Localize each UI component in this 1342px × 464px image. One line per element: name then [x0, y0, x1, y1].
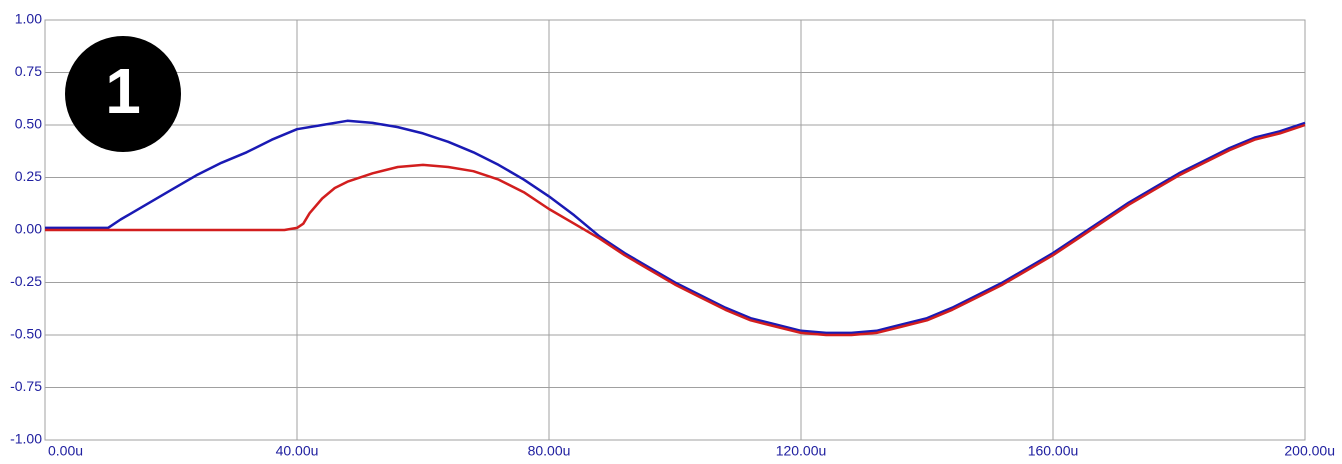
y-tick-label: 0.50	[15, 116, 42, 132]
x-tick-label: 120.00u	[776, 443, 827, 459]
trace	[45, 123, 1306, 337]
x-tick-label: 160.00u	[1028, 443, 1079, 459]
y-tick-label: 0.00	[15, 221, 42, 237]
y-tick-label: -0.50	[10, 326, 42, 342]
y-tick-label: 0.75	[15, 63, 42, 79]
trace	[45, 119, 1306, 335]
lines	[45, 119, 1306, 337]
y-tick-label: -0.75	[10, 378, 42, 394]
x-tick-label: 0.00u	[48, 443, 83, 459]
x-tick-label: 40.00u	[276, 443, 319, 459]
y-tick-label: -0.25	[10, 273, 42, 289]
y-tick-label: 0.25	[15, 168, 42, 184]
badge-circle	[65, 36, 181, 152]
badge-label: 1	[105, 55, 141, 127]
y-tick-label: -1.00	[10, 431, 42, 447]
x-tick-label: 80.00u	[528, 443, 571, 459]
x-tick-label: 200.00u	[1284, 443, 1335, 459]
y-tick-label: 1.00	[15, 11, 42, 27]
